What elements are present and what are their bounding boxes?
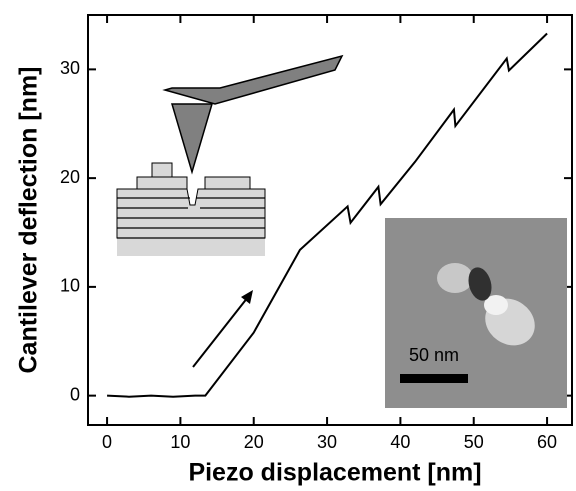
plot-area: 0 10 20 30 40 50 60 0 10 20 30: [60, 14, 573, 452]
y-tick-label: 20: [60, 167, 80, 187]
x-tick-label: 60: [537, 432, 557, 452]
x-tick-label: 40: [390, 432, 410, 452]
x-tick-label: 0: [102, 432, 112, 452]
data-line: [107, 32, 548, 398]
y-tick-label: 0: [70, 384, 80, 404]
x-tick-label: 10: [170, 432, 190, 452]
x-tick-label: 30: [317, 432, 337, 452]
plot-frame: [87, 14, 573, 426]
x-tick-label: 20: [244, 432, 264, 452]
schematic-inset: [116, 54, 344, 256]
y-axis-label: Cantilever deflection [nm]: [15, 67, 43, 374]
y-tick-label: 10: [60, 276, 80, 296]
afm-image-inset: 50 nm: [385, 218, 567, 408]
x-axis-label: Piezo displacement [nm]: [188, 459, 481, 487]
scale-bar-label: 50 nm: [409, 345, 459, 365]
y-tick-label: 30: [60, 58, 80, 78]
x-tick-label: 50: [464, 432, 484, 452]
direction-arrow: [192, 290, 253, 368]
